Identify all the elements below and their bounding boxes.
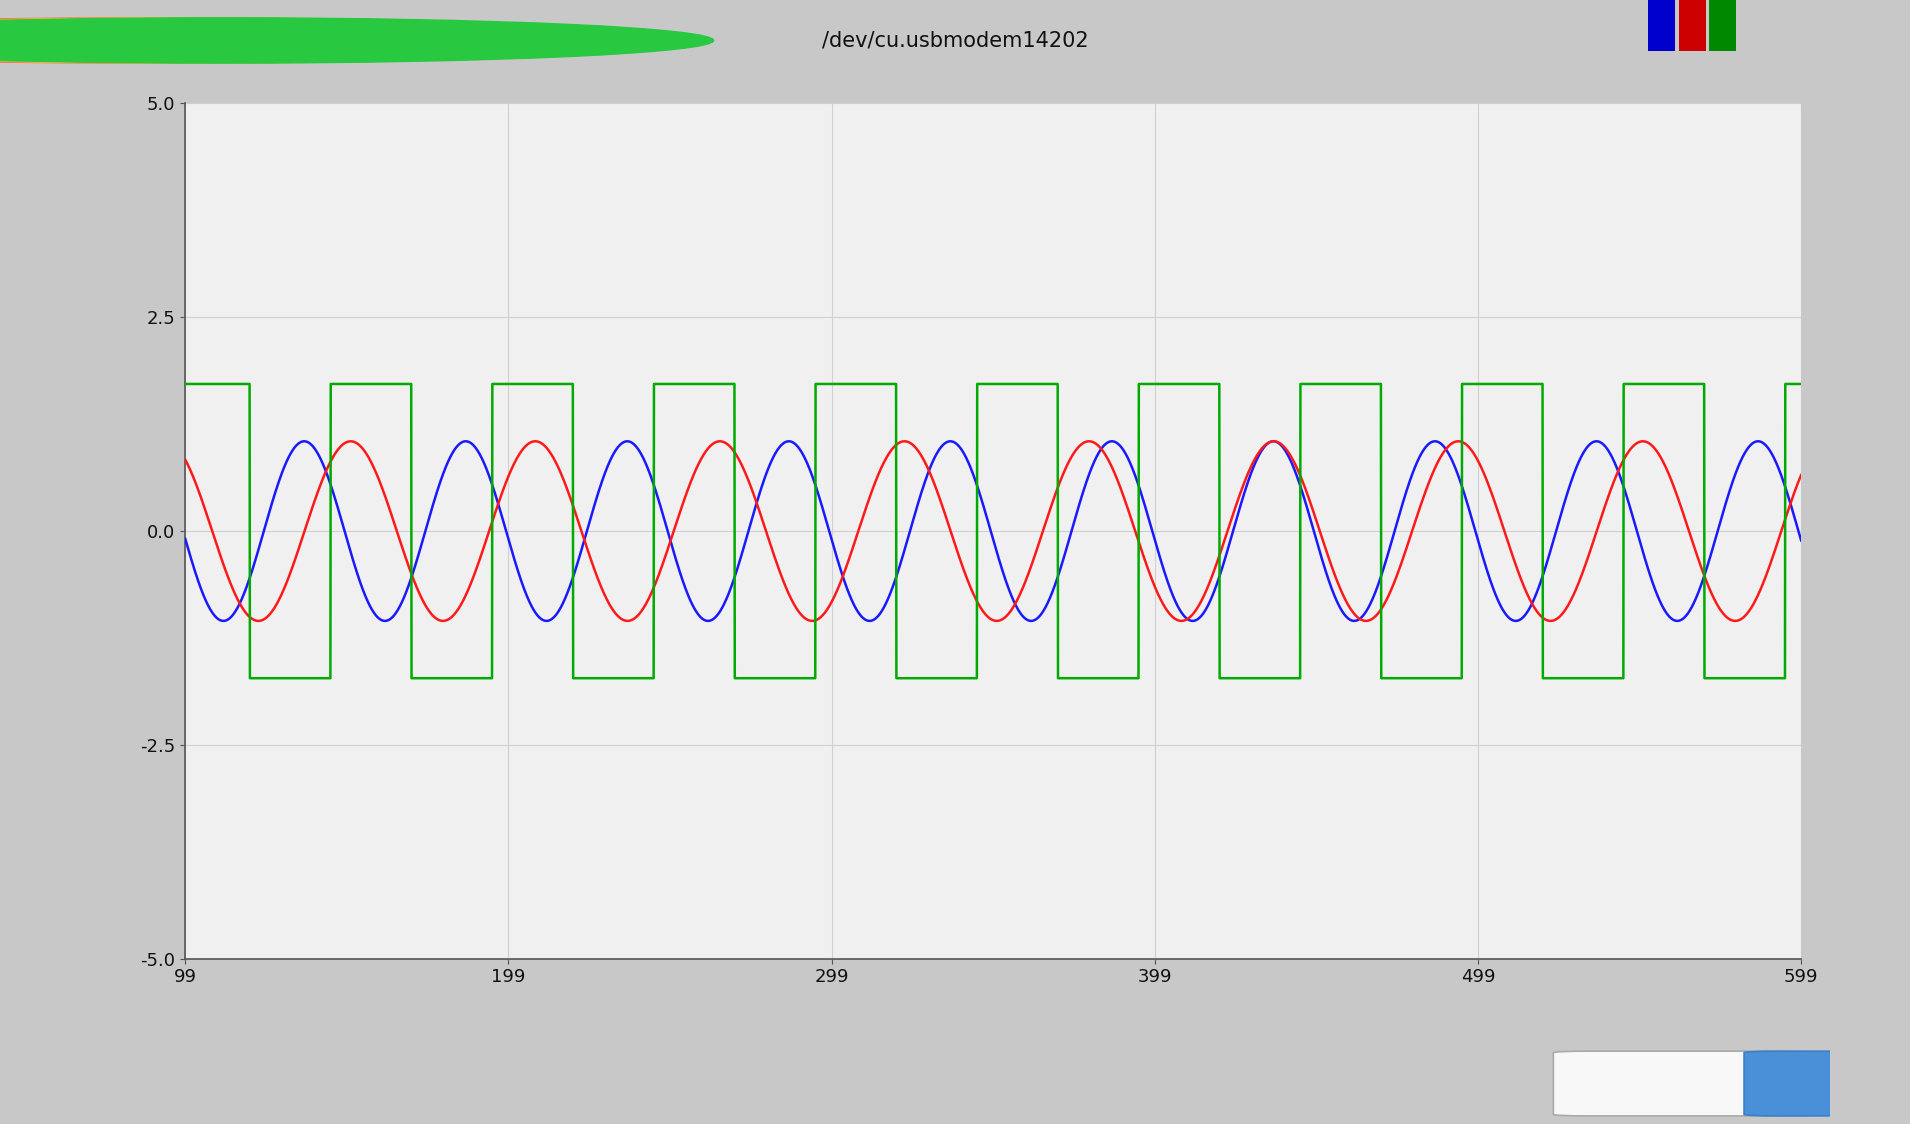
FancyBboxPatch shape xyxy=(1744,1051,1853,1116)
Circle shape xyxy=(0,18,636,63)
Text: /dev/cu.usbmodem14202: /dev/cu.usbmodem14202 xyxy=(821,30,1089,51)
Text: ▼: ▼ xyxy=(1793,1090,1803,1104)
FancyBboxPatch shape xyxy=(1553,1051,1807,1116)
Circle shape xyxy=(0,18,714,63)
Circle shape xyxy=(0,18,674,63)
Text: 9600 baud: 9600 baud xyxy=(1622,1075,1717,1093)
Text: ▲: ▲ xyxy=(1793,1063,1803,1077)
